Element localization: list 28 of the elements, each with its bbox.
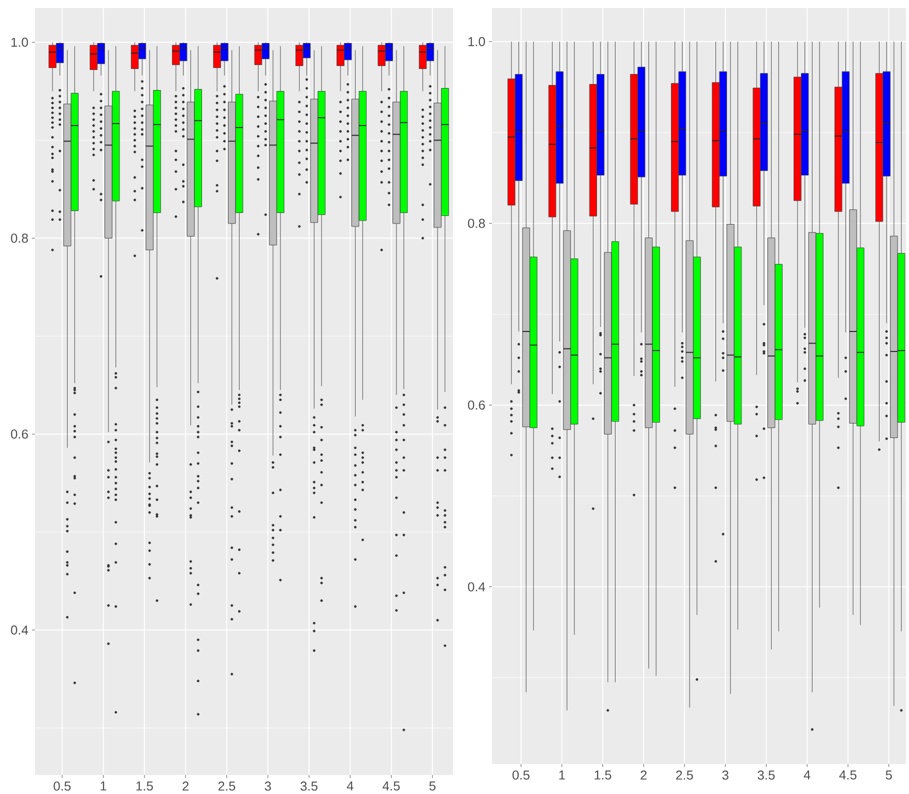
x-tick-label: 5 xyxy=(886,770,892,780)
x-tick-label: 4.5 xyxy=(382,782,400,791)
x-tick-label: 3.5 xyxy=(758,770,775,780)
y-tick-label: 0.6 xyxy=(10,430,28,439)
x-tick-label: 3 xyxy=(722,770,728,780)
x-tick-label: 4.5 xyxy=(839,770,856,780)
y-tick-label: 1.0 xyxy=(468,37,485,46)
x-tick-label: 2.5 xyxy=(676,770,693,780)
y-tick-label: 0.8 xyxy=(468,218,485,228)
x-tick-label: 1 xyxy=(100,782,106,790)
x-tick-label: 3 xyxy=(264,782,271,791)
x-tick-label: 4 xyxy=(346,782,354,790)
y-tick-label: 0.6 xyxy=(468,400,485,410)
y-tick-label: 0.8 xyxy=(10,234,28,243)
x-tick-label: 1 xyxy=(559,770,565,780)
x-tick-label: 1.5 xyxy=(594,770,612,780)
x-tick-label: 2 xyxy=(640,770,647,780)
x-tick-label: 4 xyxy=(804,770,810,780)
x-tick-label: 3.5 xyxy=(300,782,318,791)
y-tick-label: 1.0 xyxy=(11,38,28,47)
x-tick-label: 0.5 xyxy=(54,782,71,791)
x-tick-label: 2 xyxy=(182,782,189,791)
y-tick-label: 0.4 xyxy=(10,625,28,635)
x-tick-label: 2.5 xyxy=(218,782,236,791)
y-tick-label: 0.4 xyxy=(468,582,486,592)
x-tick-label: 1.5 xyxy=(136,782,153,791)
x-tick-label: 5 xyxy=(429,782,436,791)
x-tick-label: 0.5 xyxy=(512,770,530,780)
